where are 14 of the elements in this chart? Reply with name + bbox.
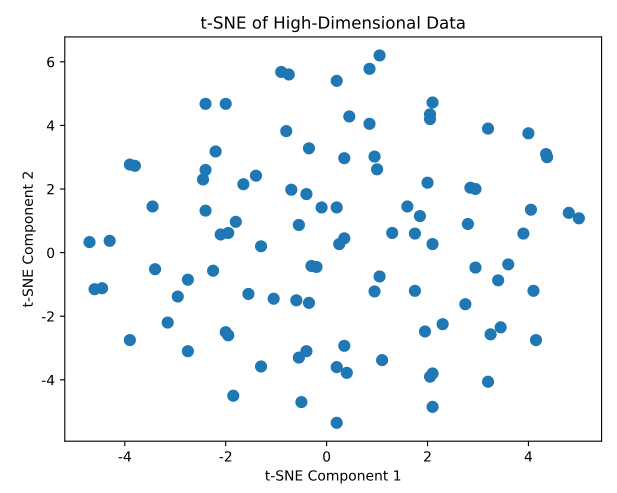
y-tick-label: -2 bbox=[42, 311, 54, 322]
x-axis-title: t-SNE Component 1 bbox=[265, 470, 400, 484]
x-tick-label: 4 bbox=[524, 451, 532, 462]
chart-title: t-SNE of High-Dimensional Data bbox=[200, 16, 464, 32]
x-tick-label: -2 bbox=[219, 451, 232, 462]
y-tick-label: 4 bbox=[46, 120, 54, 131]
y-tick-label: 0 bbox=[47, 248, 54, 258]
y-tick-label: -4 bbox=[42, 375, 54, 386]
y-axis-title: t-SNE Component 2 bbox=[22, 172, 36, 308]
x-tick-label: 2 bbox=[424, 451, 431, 462]
x-tick-label: -4 bbox=[118, 451, 131, 462]
y-tick-label: 2 bbox=[47, 184, 54, 194]
x-tick-label: 0 bbox=[323, 451, 330, 462]
y-tick-label: 6 bbox=[47, 56, 54, 68]
